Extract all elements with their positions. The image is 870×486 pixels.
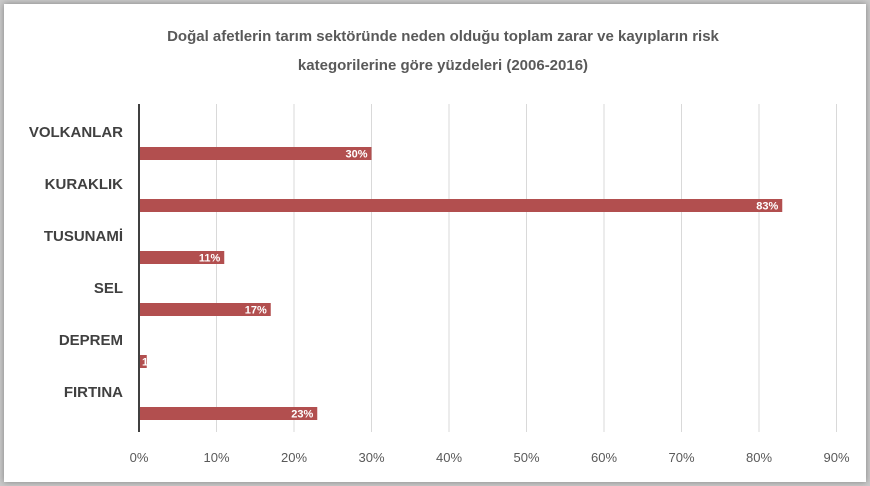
category-label-firtina: FIRTINA — [64, 384, 123, 401]
category-label-kuraklik: KURAKLIK — [45, 176, 123, 193]
x-tick-label: 40% — [436, 450, 462, 465]
x-tick-label: 80% — [746, 450, 772, 465]
x-axis-tick-labels: 0% 10% 20% 30% 40% 50% 60% 70% 80% 90% — [130, 450, 850, 465]
chart-frame: Doğal afetlerin tarım sektöründe neden o… — [4, 4, 866, 482]
data-label-kuraklik: 83% — [756, 201, 778, 213]
category-label-sel: SEL — [94, 280, 123, 297]
data-label-sel: 17% — [245, 305, 267, 317]
chart-title: Doğal afetlerin tarım sektöründe neden o… — [167, 28, 719, 74]
bar-tusunami̇ — [140, 251, 225, 264]
chart-title-line-2: kategorilerine göre yüzdeleri (2006-2016… — [298, 57, 588, 74]
data-label-volkanlar: 30% — [345, 149, 367, 161]
bar-deprem — [140, 355, 147, 368]
x-tick-label: 90% — [823, 450, 849, 465]
x-tick-label: 10% — [203, 450, 229, 465]
bar-kuraklik — [140, 199, 783, 212]
x-tick-label: 50% — [513, 450, 539, 465]
bar-volkanlar — [140, 147, 372, 160]
x-tick-label: 0% — [130, 450, 149, 465]
category-label-deprem: DEPREM — [59, 332, 123, 349]
x-tick-label: 20% — [281, 450, 307, 465]
bar-sel — [140, 303, 271, 316]
chart-title-line-1: Doğal afetlerin tarım sektöründe neden o… — [167, 28, 719, 45]
category-label-volkanlar: VOLKANLAR — [29, 124, 123, 141]
data-label-firtina: 23% — [291, 409, 313, 421]
bar-chart: Doğal afetlerin tarım sektöründe neden o… — [29, 28, 850, 465]
bar-firtina — [140, 407, 318, 420]
x-tick-label: 70% — [668, 450, 694, 465]
x-tick-label: 60% — [591, 450, 617, 465]
category-label-tusunami̇: TUSUNAMİ — [44, 228, 123, 245]
data-label-deprem: 1% — [142, 357, 158, 369]
category-labels: VOLKANLAR KURAKLIK TUSUNAMİ SEL DEPREM FIRTIN… — [29, 124, 123, 401]
bars: 30% 83% 11% 17% 1% 23% — [140, 147, 783, 421]
data-label-tusunami̇: 11% — [199, 253, 221, 265]
x-tick-label: 30% — [358, 450, 384, 465]
